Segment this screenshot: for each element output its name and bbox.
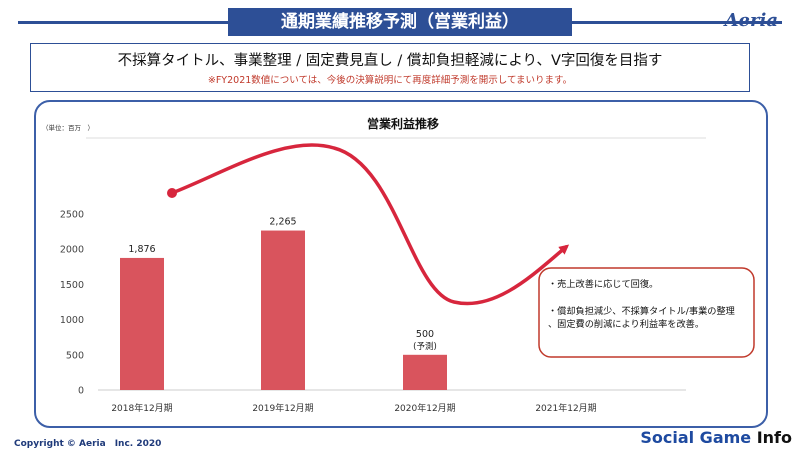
trend-start-dot <box>167 188 177 198</box>
y-axis-ticks: 0 500 1000 1500 2000 2500 <box>60 210 84 397</box>
note-text: ※FY2021数値については、今後の決算説明にて再度詳細予測を開示してまいります… <box>207 75 573 86</box>
y-tick-label: 2000 <box>60 245 84 256</box>
data-sublabel: (予測) <box>413 341 437 352</box>
y-tick-label: 1000 <box>60 315 84 326</box>
x-tick-label: 2020年12月期 <box>394 402 455 414</box>
callout-line-2-part: ・償却負担減少、不採算タイトル/事業の整理 <box>548 305 735 317</box>
x-tick-label: 2018年12月期 <box>111 402 172 414</box>
data-label: 1,876 <box>128 244 155 255</box>
trend-arrow <box>170 143 570 306</box>
bar <box>403 354 447 390</box>
title-bar: 通期業績推移予測（営業利益） Aeria <box>0 8 800 36</box>
y-tick-label: 1500 <box>60 280 84 291</box>
subtitle-box: 不採算タイトル、事業整理 / 固定費見直し / 償却負担軽減により、V字回復を目… <box>30 43 750 92</box>
operating-profit-chart: （単位：百万 ） 営業利益推移 0 500 1000 1500 2000 2500 201… <box>42 116 755 414</box>
x-tick-label: 2021年12月期 <box>535 402 596 414</box>
data-label: 500 <box>416 329 434 340</box>
y-tick-label: 2500 <box>60 210 84 221</box>
aeria-logo: Aeria <box>724 10 778 31</box>
callout-box <box>538 267 755 358</box>
watermark-part-1: Social Game <box>640 428 757 447</box>
y-tick-label: 500 <box>66 350 84 361</box>
chart-panel: （単位：百万 ） 営業利益推移 0 500 1000 1500 2000 2500 201… <box>34 100 768 428</box>
unit-label: （単位：百万 ） <box>42 123 94 132</box>
watermark-part-2: Info <box>756 428 792 447</box>
bar <box>261 230 305 390</box>
chart-title: 営業利益推移 <box>367 116 439 131</box>
page-title: 通期業績推移予測（営業利益） <box>228 8 572 36</box>
callout-line-2-part: 、固定費の削減により利益率を改善。 <box>548 318 704 330</box>
bar <box>120 257 164 390</box>
x-tick-label: 2019年12月期 <box>252 402 313 414</box>
x-axis-labels: 2018年12月期 2019年12月期 2020年12月期 2021年12月期 <box>111 402 596 414</box>
callout-line-2: ・償却負担減少、不採算タイトル/事業の整理、固定費の削減により利益率を改善。 <box>548 305 735 330</box>
callout-line-1: ・売上改善に応じて回復。 <box>548 278 658 290</box>
bars-group <box>120 230 447 390</box>
watermark: Social Game Info <box>640 428 792 447</box>
data-label: 2,265 <box>269 217 296 228</box>
copyright: Copyright © Aeria Inc. 2020 <box>14 439 162 449</box>
y-tick-label: 0 <box>78 386 84 397</box>
headline-text: 不採算タイトル、事業整理 / 固定費見直し / 償却負担軽減により、V字回復を目… <box>117 53 663 69</box>
value-labels: 1,876 2,265 500(予測) <box>128 217 436 352</box>
